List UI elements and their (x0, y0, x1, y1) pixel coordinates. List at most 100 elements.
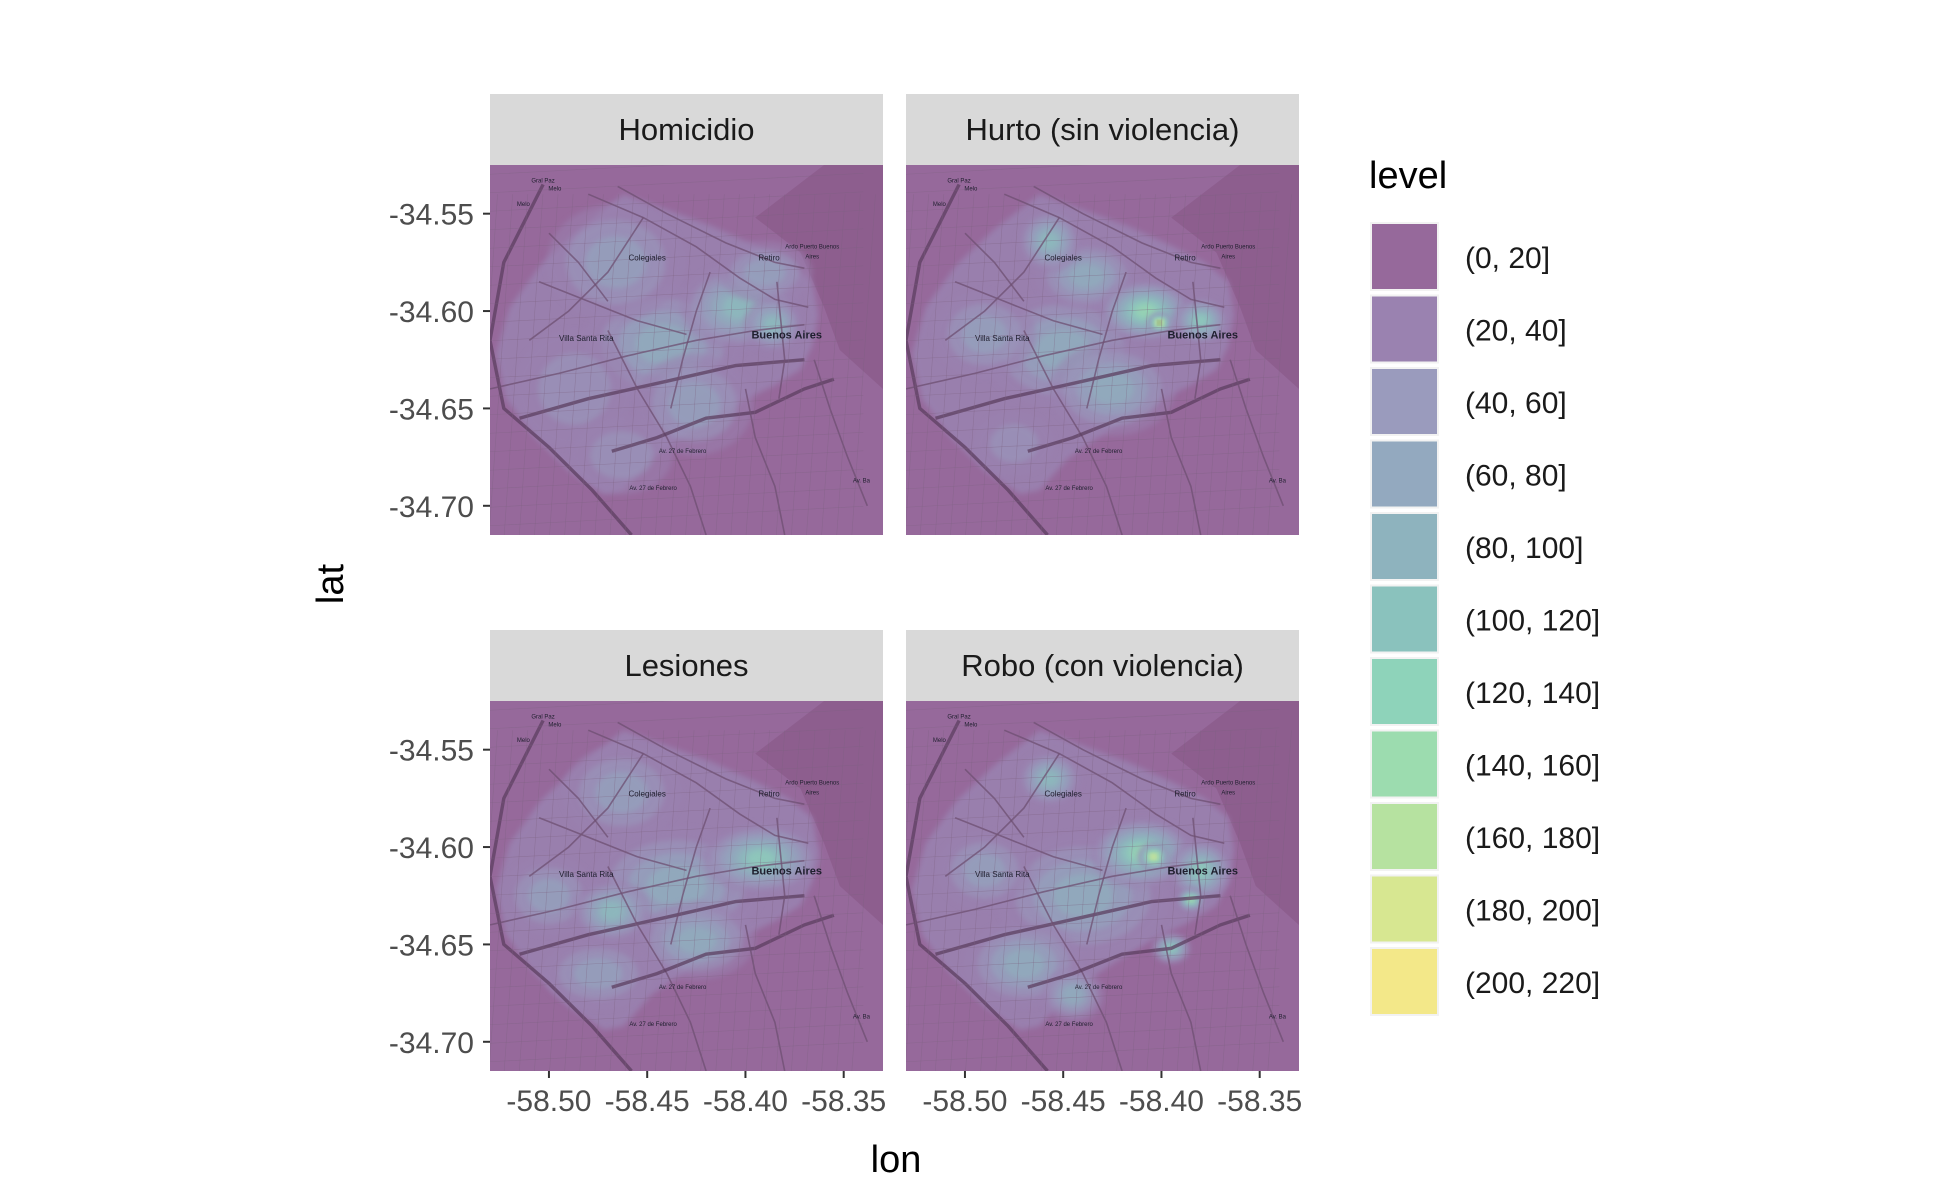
map-place-label: Buenos Aires (751, 329, 822, 341)
map-place-label: Villa Santa Rita (559, 334, 614, 343)
map-street (906, 730, 929, 1063)
map-place-label: Melo (548, 186, 562, 192)
map-street (490, 801, 864, 822)
map-place-label: Buenos Aires (751, 865, 822, 877)
map-place-label: Retiro (758, 253, 780, 262)
density-band (646, 865, 707, 907)
map-place-label: Gral Paz (531, 179, 554, 185)
map-street (980, 730, 1005, 1071)
map-street (503, 194, 529, 535)
map-street (935, 194, 960, 535)
map-street (965, 194, 990, 535)
map-road (617, 721, 805, 805)
map-street (490, 394, 864, 416)
x-tick-label: -58.50 (922, 1085, 1007, 1118)
map-road (1229, 359, 1285, 507)
legend-swatch (1372, 731, 1437, 797)
map-street (1222, 730, 1247, 1071)
y-axis-label: lat (310, 563, 352, 604)
map-street (906, 431, 1280, 453)
map-street (490, 949, 864, 970)
map-street (1252, 194, 1277, 535)
map-road (906, 859, 1221, 926)
map-street (906, 949, 1280, 970)
map-street (995, 194, 1020, 535)
map-street (490, 1004, 864, 1026)
map-street (980, 194, 1005, 535)
map-street (906, 930, 1280, 952)
map-street (685, 730, 710, 1071)
map-place-label: Aires (1221, 254, 1235, 260)
map-street (490, 505, 864, 527)
map-street (821, 194, 846, 535)
map-street (639, 730, 665, 1071)
density-band (585, 236, 647, 289)
y-tick-label: -34.55 (389, 199, 474, 232)
map-road (744, 924, 786, 1071)
y-tick-label: -34.60 (389, 832, 474, 865)
map-street (836, 194, 861, 535)
facet-strip (490, 630, 883, 701)
map-street (490, 228, 864, 249)
map-street (490, 283, 864, 305)
map-place-label: Aires (805, 254, 819, 260)
map-street (490, 782, 864, 804)
map-place-label: Melo (517, 202, 531, 208)
map-street (906, 265, 1280, 286)
map-street (490, 1023, 864, 1044)
map-place-label: Aires (1221, 790, 1235, 796)
facet-strip (906, 94, 1299, 165)
map-street (906, 701, 1090, 711)
map-street (906, 376, 1280, 397)
legend-swatch (1372, 876, 1437, 942)
map-place-label: Buenos Aires (1167, 329, 1238, 341)
map-street (490, 838, 864, 859)
legend-label: (200, 220] (1465, 967, 1600, 1000)
legend-swatch (1372, 586, 1437, 652)
map-road (1160, 924, 1202, 1071)
density-band (1090, 372, 1135, 406)
density-band (1135, 304, 1156, 318)
map-road (1086, 271, 1127, 409)
density-band (1052, 874, 1113, 918)
map-road (944, 753, 1060, 877)
map-street (609, 194, 634, 535)
map-road (538, 281, 687, 336)
map-street (906, 246, 1280, 268)
map-street (490, 165, 674, 175)
map-road (519, 358, 805, 420)
map-road (1160, 388, 1202, 535)
map-street (534, 730, 559, 1071)
map-place-label: Colegiales (1045, 789, 1082, 798)
map-road (1027, 377, 1251, 453)
map-street (1237, 730, 1262, 1071)
legend-label: (120, 140] (1465, 677, 1600, 710)
map-street (906, 194, 914, 308)
map-road (744, 388, 786, 535)
density-band (668, 382, 721, 428)
map-place-label: Av. 27 de Febrero (1075, 449, 1123, 455)
map-road (906, 183, 1049, 535)
y-tick-label: -34.65 (389, 393, 474, 426)
legend-swatch (1372, 514, 1437, 579)
map-street (670, 730, 695, 1071)
map-street (1055, 730, 1081, 1071)
map-street (534, 194, 559, 535)
map-road (1192, 817, 1202, 935)
map-street (624, 194, 650, 535)
map-street (1116, 730, 1141, 1071)
map-street (906, 782, 1280, 804)
density-band (963, 853, 1006, 888)
map-place-label: Av. Ba (853, 1014, 871, 1020)
map-street (564, 730, 589, 1071)
map-street (1207, 730, 1232, 1071)
map-road (813, 359, 869, 507)
map-street (836, 730, 861, 1071)
map-street (1267, 194, 1292, 535)
map-street (490, 194, 498, 308)
